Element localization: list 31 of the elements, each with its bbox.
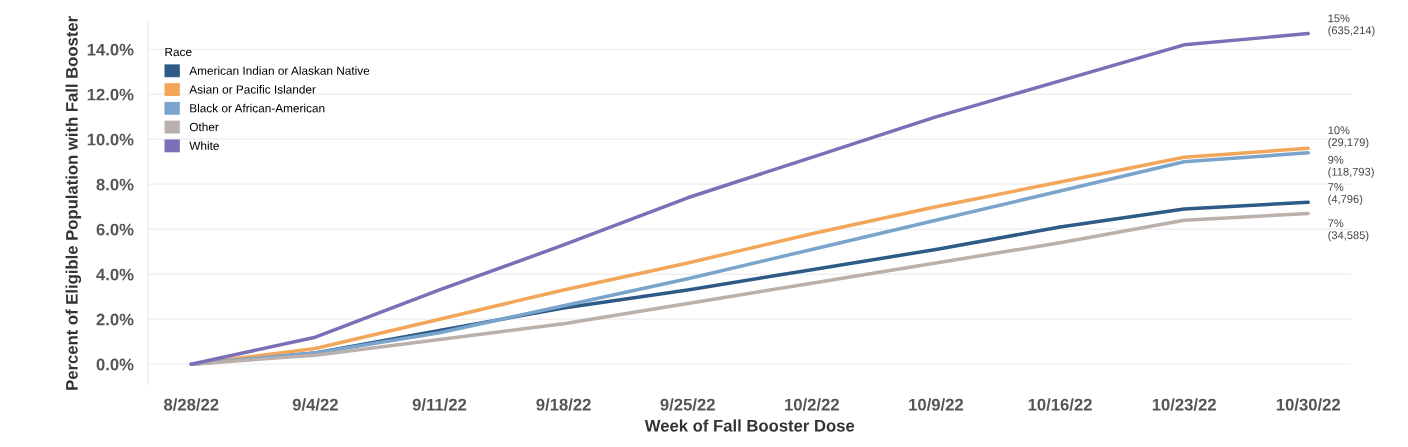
x-tick-label: 10/2/22 (785, 398, 839, 411)
x-tick-label: 9/11/22 (412, 398, 467, 411)
annotation: 7% (4,796) (1328, 183, 1363, 206)
y-tick-label: 0.0% (96, 358, 134, 371)
y-tick-label: 4.0% (96, 268, 134, 281)
y-tick-label: 12.0% (87, 88, 134, 101)
annotation: 15% (635,214) (1328, 14, 1375, 37)
y-tick-label: 6.0% (96, 223, 134, 236)
x-tick-label: 9/4/22 (292, 398, 338, 411)
y-tick-label: 2.0% (96, 313, 134, 326)
x-tick-label: 8/28/22 (164, 398, 219, 411)
x-tick-label: 9/25/22 (660, 398, 715, 411)
y-tick-label: 8.0% (96, 178, 134, 191)
x-tick-label: 10/23/22 (1152, 398, 1216, 411)
legend-label: Black or African-American (190, 103, 325, 113)
x-tick-label: 10/9/22 (909, 398, 964, 411)
y-tick-label: 14.0% (87, 43, 134, 56)
annotation: 10% (29,179) (1328, 126, 1369, 149)
x-axis-title: Week of Fall Booster Dose (644, 419, 855, 432)
y-axis-title: Percent of Eligible Population with Fall Booster (65, 16, 82, 390)
annotation: 9% (118,793) (1328, 155, 1374, 178)
legend-title: Race (165, 47, 192, 57)
legend-label: White (189, 141, 219, 150)
x-tick-label: 10/16/22 (1028, 398, 1092, 411)
legend-label: Other (189, 122, 219, 132)
y-tick-label: 10.0% (87, 133, 134, 146)
x-tick-label: 10/30/22 (1276, 398, 1341, 411)
annotation: 7% (34,585) (1328, 219, 1369, 242)
x-tick-label: 9/18/22 (536, 398, 591, 411)
legend-label: Asian or Pacific Islander (189, 84, 316, 94)
legend-label: American Indian or Alaskan Native (189, 66, 370, 75)
